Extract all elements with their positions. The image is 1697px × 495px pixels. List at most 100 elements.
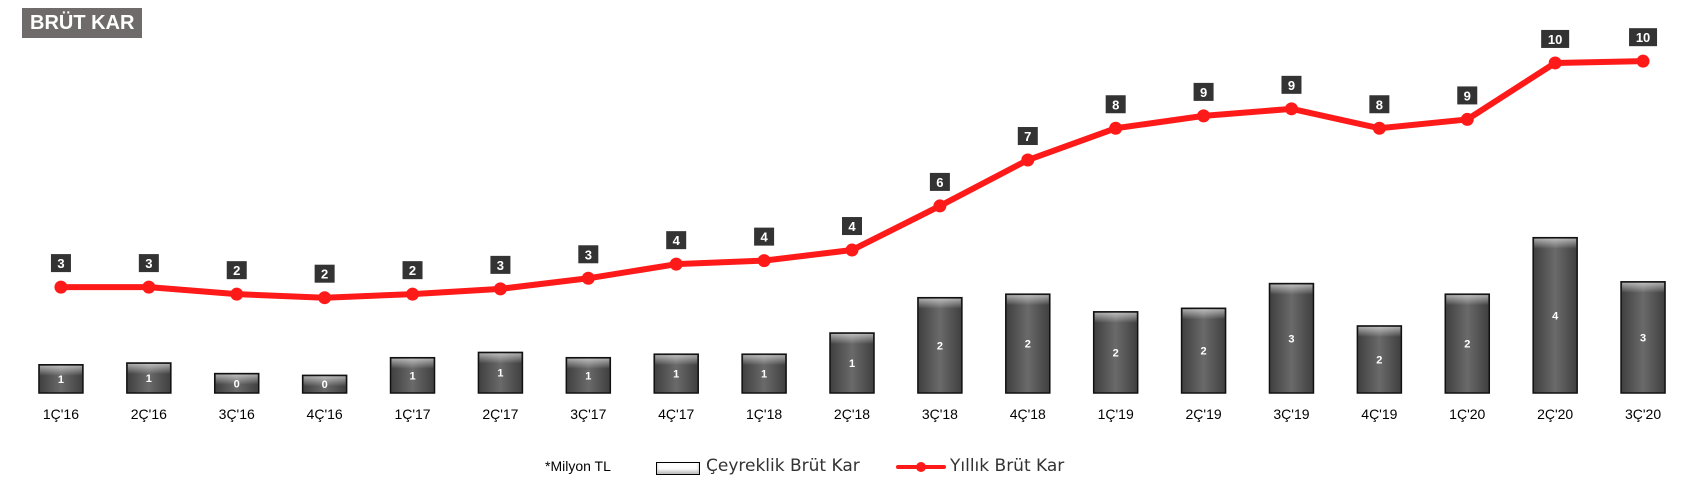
unit-note: *Milyon TL	[545, 458, 611, 474]
line-point-2Ç'17	[493, 282, 507, 296]
category-tick-label: 3Ç'17	[570, 406, 606, 422]
line-point-4Ç'16	[318, 291, 332, 305]
line-label-box	[1281, 75, 1302, 94]
line-label-box	[50, 254, 71, 273]
bar-highlight	[831, 333, 873, 344]
bar-highlight	[1094, 312, 1137, 323]
bar-value-label: 0	[322, 379, 328, 391]
line-series-path	[57, 58, 1647, 301]
bar-highlight	[303, 376, 346, 387]
line-label-box	[1105, 95, 1126, 114]
chart-title: BRÜT KAR	[22, 8, 143, 38]
line-value-label: 9	[1288, 78, 1295, 93]
bar-highlight	[127, 363, 170, 374]
category-tick-label: 1Ç'17	[394, 406, 430, 422]
line-label-box	[1193, 82, 1214, 101]
line-value-label: 9	[1200, 85, 1207, 100]
bar-1Ç'19	[1092, 311, 1139, 394]
bar-value-label: 1	[849, 358, 855, 370]
bar-value-label: 1	[58, 374, 64, 386]
bar-3Ç'20	[1620, 281, 1666, 394]
line-value-label: 9	[1464, 88, 1471, 103]
bar-3Ç'19	[1268, 282, 1315, 394]
line-label-box	[1017, 127, 1038, 146]
bar-2Ç'19	[1180, 307, 1227, 394]
line-layer: 3 3 2 2 2 3 3 4 4 4 6 7 8 9 9 8 9 10 10	[50, 28, 1658, 305]
bar-highlight	[391, 358, 434, 369]
line-label-box	[138, 254, 159, 273]
line-value-label: 6	[936, 175, 943, 190]
line-value-label: 4	[848, 219, 856, 234]
category-tick-label: 1Ç'20	[1449, 406, 1485, 422]
bar-2Ç'20	[1532, 236, 1578, 394]
legend-line-swatch	[896, 462, 946, 472]
line-value-label: 2	[233, 263, 240, 278]
legend-line-label: Yıllık Brüt Kar	[950, 456, 1065, 476]
bar-highlight	[1270, 284, 1313, 295]
line-point-3Ç'19	[1284, 102, 1298, 116]
legend: *Milyon TL Çeyreklik Brüt Kar Yıllık Brü…	[0, 452, 1697, 482]
bar-4Ç'18	[1005, 293, 1051, 394]
bar-highlight	[1534, 238, 1577, 249]
line-point-3Ç'17	[581, 271, 595, 285]
line-value-label: 7	[1024, 129, 1031, 144]
line-point-2Ç'20	[1548, 56, 1562, 70]
line-value-label: 3	[585, 247, 592, 262]
line-value-label: 3	[497, 258, 504, 273]
line-label-box	[402, 261, 423, 280]
category-tick-label: 1Ç'18	[746, 406, 782, 422]
category-tick-label: 1Ç'16	[43, 406, 79, 422]
line-value-label: 4	[673, 233, 681, 248]
line-value-label: 2	[321, 267, 328, 282]
line-point-1Ç'17	[406, 287, 420, 301]
line-label-box	[1369, 95, 1390, 114]
line-point-1Ç'20	[1460, 112, 1474, 126]
bar-value-label: 2	[1464, 339, 1470, 351]
category-tick-label: 4Ç'16	[307, 406, 343, 422]
line-label-box	[490, 255, 511, 274]
line-point-3Ç'16	[230, 287, 244, 301]
category-tick-label: 2Ç'19	[1186, 406, 1222, 422]
bar-3Ç'18	[917, 296, 963, 394]
line-value-label: 3	[57, 256, 64, 271]
bar-value-label: 1	[497, 368, 503, 380]
bar-highlight	[567, 358, 610, 369]
bar-value-label: 3	[1640, 332, 1646, 344]
bar-highlight	[1358, 326, 1401, 337]
line-label-box	[578, 245, 599, 264]
bar-value-label: 2	[1201, 346, 1207, 358]
line-label-box	[842, 217, 862, 236]
line-point-3Ç'18	[933, 199, 947, 213]
line-label-box	[1629, 28, 1658, 47]
category-tick-label: 3Ç'20	[1625, 406, 1661, 422]
line-value-label: 8	[1376, 97, 1383, 112]
bar-1Ç'20	[1444, 293, 1491, 394]
bar-value-label: 3	[1288, 333, 1294, 345]
line-point-2Ç'18	[845, 243, 859, 257]
bar-value-label: 2	[937, 340, 943, 352]
category-tick-label: 2Ç'20	[1537, 406, 1573, 422]
legend-bar-label: Çeyreklik Brüt Kar	[706, 456, 860, 476]
line-point-4Ç'18	[1021, 153, 1035, 167]
bar-value-label: 1	[409, 370, 415, 382]
category-tick-label: 4Ç'17	[658, 406, 694, 422]
legend-bar-swatch	[656, 462, 700, 475]
category-tick-label: 2Ç'16	[131, 406, 167, 422]
bar-value-label: 1	[585, 370, 591, 382]
line-value-label: 3	[145, 256, 152, 271]
category-tick-label: 3Ç'16	[219, 406, 255, 422]
category-tick-label: 4Ç'19	[1361, 406, 1397, 422]
bar-value-label: 2	[1376, 354, 1382, 366]
bar-value-label: 1	[146, 373, 152, 385]
bar-value-label: 1	[673, 369, 679, 381]
line-point-2Ç'16	[142, 280, 156, 294]
category-tick-label: 4Ç'18	[1010, 406, 1046, 422]
line-label-box	[929, 172, 950, 191]
bar-value-label: 0	[234, 378, 240, 390]
bar-4Ç'19	[1356, 325, 1403, 394]
line-label-box	[1457, 86, 1478, 105]
line-label-box	[666, 231, 687, 250]
line-label-box	[314, 264, 335, 283]
line-point-4Ç'17	[669, 257, 683, 271]
